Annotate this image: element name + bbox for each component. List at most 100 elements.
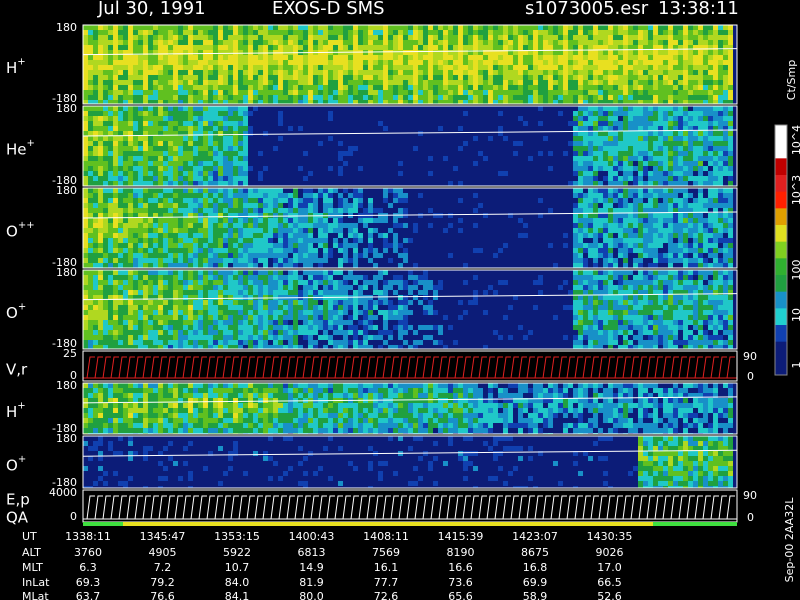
spectrogram-pixel xyxy=(293,85,298,90)
spectrogram-pixel xyxy=(173,131,178,136)
spectrogram-pixel xyxy=(83,106,88,111)
spectrogram-pixel xyxy=(273,95,278,100)
spectrogram-pixel xyxy=(318,75,323,80)
spectrogram-pixel xyxy=(558,25,563,30)
spectrogram-pixel xyxy=(728,161,733,166)
spectrogram-pixel xyxy=(163,320,168,325)
spectrogram-pixel xyxy=(178,151,183,156)
spectrogram-pixel xyxy=(98,228,103,233)
spectrogram-pixel xyxy=(298,75,303,80)
spectrogram-pixel xyxy=(418,25,423,30)
spectrogram-pixel xyxy=(653,111,658,116)
spectrogram-pixel xyxy=(138,126,143,131)
spectrogram-pixel xyxy=(188,300,193,305)
spectrogram-pixel xyxy=(518,85,523,90)
spectrogram-pixel xyxy=(168,315,173,320)
spectrogram-pixel xyxy=(703,55,708,60)
spectrogram-pixel xyxy=(323,95,328,100)
spectrogram-pixel xyxy=(503,70,508,75)
spectrogram-pixel xyxy=(253,253,258,258)
spectrogram-pixel xyxy=(503,90,508,95)
tick-label-top: 180 xyxy=(56,184,77,197)
spectrogram-pixel xyxy=(538,95,543,100)
spectrogram-pixel xyxy=(273,30,278,35)
spectrogram-pixel xyxy=(728,136,733,141)
spectrogram-pixel xyxy=(603,111,608,116)
spectrogram-pixel xyxy=(218,193,223,198)
spectrogram-pixel xyxy=(88,290,93,295)
spectrogram-pixel xyxy=(198,60,203,65)
spectrogram-pixel xyxy=(278,45,283,50)
spectrogram-pixel xyxy=(98,70,103,75)
spectrogram-pixel xyxy=(103,310,108,315)
spectrogram-pixel xyxy=(708,100,713,104)
spectrogram-pixel xyxy=(213,111,218,116)
spectrogram-pixel xyxy=(598,70,603,75)
spectrogram-pixel xyxy=(268,233,273,238)
spectrogram-pixel xyxy=(548,100,553,104)
spectrogram-pixel xyxy=(548,90,553,95)
spectrogram-pixel xyxy=(528,35,533,40)
spectrogram-pixel xyxy=(198,161,203,166)
spectrogram-pixel xyxy=(653,70,658,75)
spectrogram-pixel xyxy=(148,310,153,315)
spectrogram-pixel xyxy=(103,70,108,75)
spectrogram-pixel xyxy=(103,305,108,310)
spectrogram-pixel xyxy=(108,40,113,45)
spectrogram-pixel xyxy=(603,116,608,121)
spectrogram-pixel xyxy=(598,60,603,65)
spectrogram-pixel xyxy=(173,116,178,121)
spectrogram-pixel xyxy=(703,181,708,186)
spectrogram-pixel xyxy=(463,45,468,50)
spectrogram-pixel xyxy=(193,90,198,95)
spectrogram-pixel xyxy=(723,228,728,233)
spectrogram-pixel xyxy=(83,35,88,40)
spectrogram-pixel xyxy=(213,95,218,100)
spectrogram-pixel xyxy=(648,156,653,161)
spectrogram-pixel xyxy=(308,171,313,176)
spectrogram-pixel xyxy=(83,188,88,193)
spectrogram-pixel xyxy=(618,60,623,65)
spectrogram-pixel xyxy=(678,80,683,85)
spectrogram-pixel xyxy=(178,285,183,290)
spectrogram-pixel xyxy=(608,218,613,223)
spectrogram-pixel xyxy=(668,238,673,243)
spectrogram-pixel xyxy=(453,80,458,85)
spectrogram-pixel xyxy=(113,151,118,156)
spectrogram-pixel xyxy=(103,55,108,60)
spectrogram-pixel xyxy=(278,253,283,258)
spectrogram-pixel xyxy=(698,218,703,223)
spectrogram-pixel xyxy=(668,126,673,131)
spectrogram-pixel xyxy=(118,176,123,181)
spectrogram-pixel xyxy=(98,188,103,193)
spectrogram-pixel xyxy=(148,85,153,90)
spectrogram-pixel xyxy=(728,166,733,171)
spectrogram-pixel xyxy=(463,95,468,100)
spectrogram-pixel xyxy=(608,80,613,85)
spectrogram-pixel xyxy=(393,198,398,203)
spectrogram-pixel xyxy=(83,141,88,146)
spectrogram-pixel xyxy=(213,208,218,213)
spectrogram-pixel xyxy=(713,146,718,151)
spectrogram-pixel xyxy=(398,30,403,35)
spectrogram-pixel xyxy=(423,40,428,45)
spectrogram-pixel xyxy=(83,208,88,213)
spectrogram-pixel xyxy=(138,213,143,218)
spectrogram-pixel xyxy=(243,106,248,111)
spectrogram-pixel xyxy=(478,45,483,50)
spectrogram-pixel xyxy=(693,75,698,80)
spectrogram-pixel xyxy=(513,40,518,45)
spectrogram-pixel xyxy=(113,325,118,330)
spectrogram-pixel xyxy=(373,75,378,80)
spectrogram-pixel xyxy=(383,90,388,95)
spectrogram-pixel xyxy=(263,65,268,70)
spectrogram-pixel xyxy=(578,45,583,50)
spectrogram-pixel xyxy=(573,193,578,198)
spectrogram-pixel xyxy=(358,80,363,85)
spectrogram-pixel xyxy=(448,30,453,35)
spectrogram-pixel xyxy=(323,25,328,30)
spectrogram-pixel xyxy=(353,253,358,258)
spectrogram-pixel xyxy=(158,340,163,345)
spectrogram-pixel xyxy=(633,106,638,111)
spectrogram-pixel xyxy=(213,65,218,70)
